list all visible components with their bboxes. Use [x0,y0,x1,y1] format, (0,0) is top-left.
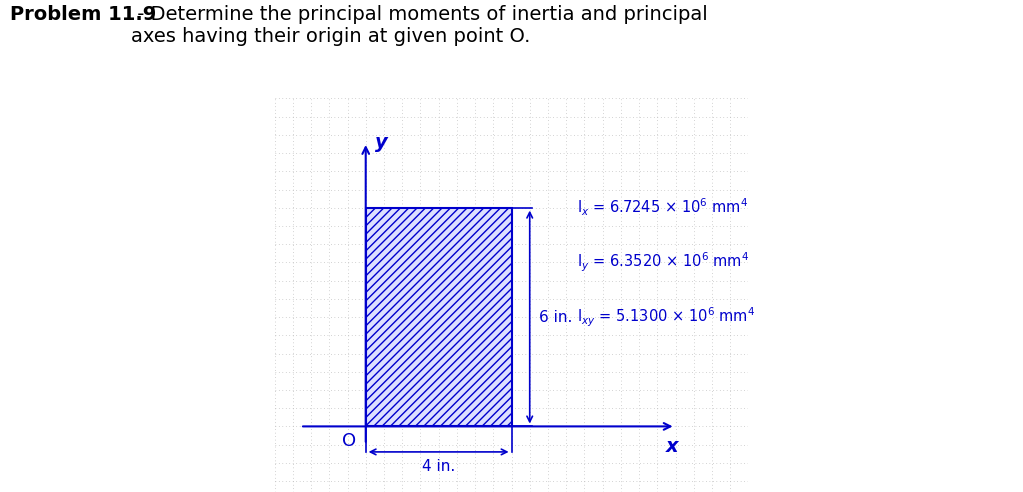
Text: x: x [666,437,678,457]
Text: 4 in.: 4 in. [421,459,455,474]
Text: 6 in.: 6 in. [539,309,572,325]
Text: - Determine the principal moments of inertia and principal
axes having their ori: - Determine the principal moments of ine… [131,5,708,46]
Text: Problem 11.9: Problem 11.9 [10,5,157,25]
Text: I$_x$ = 6.7245 × 10$^6$ mm$^4$: I$_x$ = 6.7245 × 10$^6$ mm$^4$ [577,197,748,218]
Text: I$_y$ = 6.3520 × 10$^6$ mm$^4$: I$_y$ = 6.3520 × 10$^6$ mm$^4$ [577,251,749,274]
Bar [365,208,512,427]
Text: y: y [374,133,388,152]
Text: I$_{xy}$ = 5.1300 × 10$^6$ mm$^4$: I$_{xy}$ = 5.1300 × 10$^6$ mm$^4$ [577,306,755,329]
Text: O: O [343,432,357,450]
